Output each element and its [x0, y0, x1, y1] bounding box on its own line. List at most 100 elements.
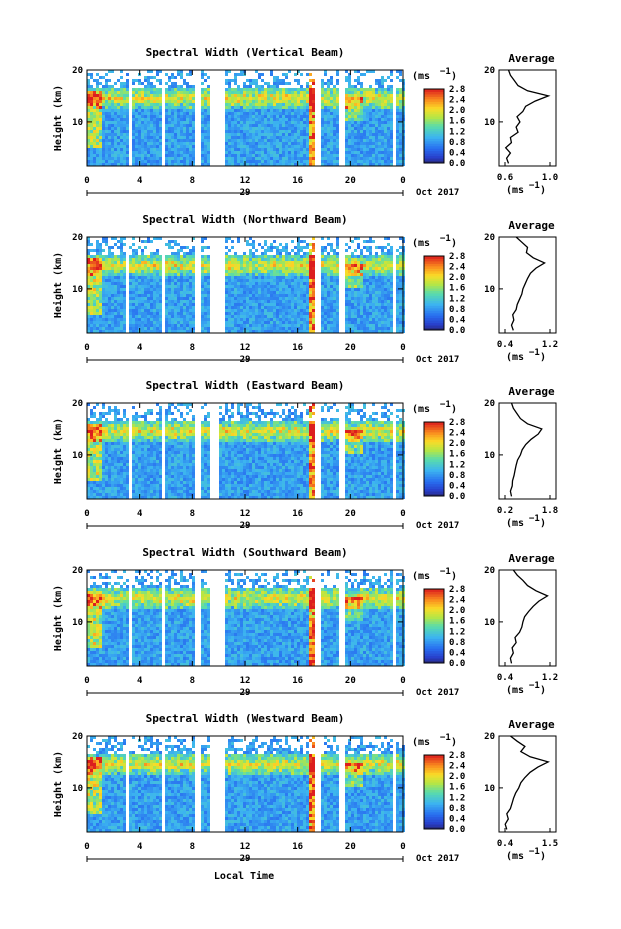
heatmap-cell — [285, 100, 288, 103]
heatmap-cell — [93, 267, 96, 270]
heatmap-cell — [321, 270, 324, 273]
heatmap-cell — [354, 273, 357, 276]
heatmap-cell — [90, 261, 93, 264]
heatmap-cell — [165, 91, 168, 94]
heatmap-cell — [351, 261, 354, 264]
heatmap-cell — [321, 303, 324, 306]
heatmap-cell — [111, 273, 114, 276]
heatmap-cell — [306, 127, 309, 130]
heatmap-cell — [102, 163, 105, 166]
heatmap-cell — [324, 306, 327, 309]
heatmap-cell — [351, 136, 354, 139]
heatmap-cell — [276, 148, 279, 151]
heatmap-cell — [102, 276, 105, 279]
heatmap-cell — [237, 133, 240, 136]
heatmap-cell — [324, 267, 327, 270]
heatmap-cell — [186, 315, 189, 318]
heatmap-cell — [249, 237, 252, 240]
heatmap-cell — [360, 330, 363, 333]
heatmap-cell — [360, 91, 363, 94]
heatmap-cell — [267, 115, 270, 118]
heatmap-cell — [156, 324, 159, 327]
heatmap-cell — [333, 321, 336, 324]
heatmap-cell — [327, 100, 330, 103]
heatmap-cell — [141, 154, 144, 157]
heatmap-cell — [396, 106, 399, 109]
heatmap-cell — [132, 103, 135, 106]
heatmap-cell — [192, 127, 195, 130]
heatmap-cell — [249, 85, 252, 88]
heatmap-cell — [270, 142, 273, 145]
heatmap-cell — [387, 127, 390, 130]
heatmap-cell — [240, 297, 243, 300]
heatmap-cell — [312, 321, 315, 324]
heatmap-cell — [168, 294, 171, 297]
heatmap-cell — [333, 142, 336, 145]
heatmap-cell — [276, 264, 279, 267]
heatmap-cell — [273, 279, 276, 282]
heatmap-cell — [309, 154, 312, 157]
heatmap-cell — [258, 88, 261, 91]
heatmap-cell — [390, 124, 393, 127]
heatmap-cell — [165, 279, 168, 282]
heatmap-cell — [99, 133, 102, 136]
heatmap-cell — [288, 282, 291, 285]
heatmap-cell — [279, 294, 282, 297]
heatmap-cell — [369, 115, 372, 118]
heatmap-cell — [90, 133, 93, 136]
heatmap-cell — [273, 327, 276, 330]
heatmap-cell — [108, 264, 111, 267]
heatmap-cell — [201, 318, 204, 321]
heatmap-cell — [246, 97, 249, 100]
heatmap-cell — [282, 112, 285, 115]
heatmap-cell — [321, 100, 324, 103]
heatmap-cell — [243, 121, 246, 124]
heatmap-cell — [321, 160, 324, 163]
heatmap-cell — [309, 100, 312, 103]
colorbar-segment — [424, 128, 444, 132]
heatmap-cell — [276, 276, 279, 279]
heatmap-cell — [159, 297, 162, 300]
heatmap-cell — [201, 297, 204, 300]
heatmap-cell — [273, 94, 276, 97]
heatmap-cell — [252, 279, 255, 282]
heatmap-cell — [192, 300, 195, 303]
heatmap-cell — [141, 97, 144, 100]
heatmap-cell — [264, 142, 267, 145]
heatmap-cell — [336, 273, 339, 276]
heatmap-cell — [228, 264, 231, 267]
heatmap-cell — [294, 282, 297, 285]
heatmap-cell — [267, 279, 270, 282]
heatmap-cell — [267, 145, 270, 148]
heatmap-cell — [267, 282, 270, 285]
heatmap-cell — [234, 91, 237, 94]
heatmap-cell — [381, 118, 384, 121]
heatmap-cell — [321, 252, 324, 255]
heatmap-cell — [117, 285, 120, 288]
heatmap-cell — [321, 258, 324, 261]
heatmap-cell — [309, 324, 312, 327]
heatmap-cell — [90, 130, 93, 133]
heatmap-cell — [135, 258, 138, 261]
heatmap-cell — [381, 130, 384, 133]
heatmap-cell — [267, 306, 270, 309]
heatmap-cell — [240, 273, 243, 276]
heatmap-cell — [288, 261, 291, 264]
heatmap-cell — [102, 160, 105, 163]
heatmap-cell — [366, 163, 369, 166]
heatmap-cell — [378, 136, 381, 139]
heatmap-cell — [345, 130, 348, 133]
heatmap-cell — [135, 315, 138, 318]
heatmap-cell — [279, 118, 282, 121]
heatmap-cell — [279, 100, 282, 103]
heatmap-cell — [288, 291, 291, 294]
heatmap-cell — [105, 276, 108, 279]
heatmap-cell — [240, 145, 243, 148]
heatmap-cell — [357, 324, 360, 327]
heatmap-cell — [279, 261, 282, 264]
heatmap-cell — [147, 270, 150, 273]
heatmap-cell — [255, 91, 258, 94]
heatmap-cell — [252, 97, 255, 100]
heatmap-cell — [351, 154, 354, 157]
heatmap-cell — [312, 327, 315, 330]
